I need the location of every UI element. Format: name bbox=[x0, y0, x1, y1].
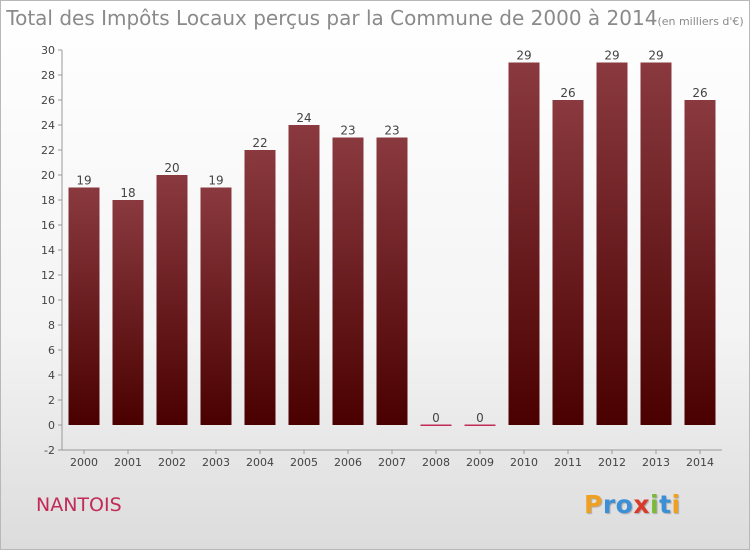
bar-value-label: 19 bbox=[208, 174, 223, 188]
x-tick-label: 2006 bbox=[334, 456, 362, 469]
bar bbox=[464, 424, 496, 426]
bar bbox=[640, 62, 672, 425]
y-tick-label: 18 bbox=[41, 194, 55, 207]
bar bbox=[552, 100, 584, 425]
bar-value-label: 19 bbox=[76, 174, 91, 188]
bar bbox=[112, 200, 144, 425]
bar bbox=[200, 187, 232, 425]
bar bbox=[244, 150, 276, 425]
bar-value-label: 26 bbox=[692, 86, 707, 100]
bar-value-label: 29 bbox=[648, 49, 663, 63]
bar bbox=[420, 424, 452, 426]
y-tick-label: 30 bbox=[41, 44, 55, 57]
bar bbox=[596, 62, 628, 425]
bar bbox=[332, 137, 364, 425]
y-tick-label: 6 bbox=[48, 344, 55, 357]
x-tick-label: 2009 bbox=[466, 456, 494, 469]
y-tick-label: 16 bbox=[41, 219, 55, 232]
y-tick-label: 20 bbox=[41, 169, 55, 182]
bar-value-label: 18 bbox=[120, 186, 135, 200]
bar bbox=[68, 187, 100, 425]
logo-letter: x bbox=[633, 490, 650, 519]
logo-letter: r bbox=[602, 490, 616, 519]
x-tick-label: 2005 bbox=[290, 456, 318, 469]
bar bbox=[156, 175, 188, 425]
y-tick-label: 10 bbox=[41, 294, 55, 307]
bar-value-label: 20 bbox=[164, 161, 179, 175]
bar bbox=[288, 125, 320, 425]
logo-letter: i bbox=[671, 490, 681, 519]
y-tick-label: 0 bbox=[48, 419, 55, 432]
y-tick-label: 24 bbox=[41, 119, 55, 132]
x-tick-label: 2014 bbox=[686, 456, 714, 469]
y-tick-label: 8 bbox=[48, 319, 55, 332]
bar-value-label: 29 bbox=[516, 49, 531, 63]
bar-value-label: 24 bbox=[296, 111, 311, 125]
x-tick-label: 2012 bbox=[598, 456, 626, 469]
x-tick-label: 2002 bbox=[158, 456, 186, 469]
commune-name: NANTOIS bbox=[36, 494, 122, 516]
logo-letter: o bbox=[615, 490, 634, 519]
chart-title: Total des Impôts Locaux perçus par la Co… bbox=[0, 6, 750, 30]
bar-value-label: 23 bbox=[384, 124, 399, 138]
proxiti-logo: Proxiti bbox=[584, 490, 681, 519]
x-tick-label: 2011 bbox=[554, 456, 582, 469]
bar bbox=[376, 137, 408, 425]
x-tick-label: 2000 bbox=[70, 456, 98, 469]
x-tick-label: 2007 bbox=[378, 456, 406, 469]
logo-letter: P bbox=[584, 490, 603, 519]
bar bbox=[684, 100, 716, 425]
y-tick-label: 26 bbox=[41, 94, 55, 107]
y-tick-label: -2 bbox=[44, 444, 55, 457]
y-tick-label: 4 bbox=[48, 369, 55, 382]
bar-value-label: 0 bbox=[476, 411, 484, 425]
x-tick-label: 2008 bbox=[422, 456, 450, 469]
x-tick-label: 2013 bbox=[642, 456, 670, 469]
logo-letter: t bbox=[659, 490, 672, 519]
bar-value-label: 29 bbox=[604, 49, 619, 63]
x-tick-label: 2003 bbox=[202, 456, 230, 469]
x-tick-label: 2010 bbox=[510, 456, 538, 469]
x-tick-label: 2001 bbox=[114, 456, 142, 469]
logo-letter: i bbox=[650, 490, 660, 519]
bar-value-label: 26 bbox=[560, 86, 575, 100]
chart-title-unit: (en milliers d'€) bbox=[657, 15, 744, 28]
y-tick-label: 2 bbox=[48, 394, 55, 407]
y-tick-label: 12 bbox=[41, 269, 55, 282]
x-tick-label: 2004 bbox=[246, 456, 274, 469]
y-tick-label: 22 bbox=[41, 144, 55, 157]
bar-value-label: 0 bbox=[432, 411, 440, 425]
bar-value-label: 22 bbox=[252, 136, 267, 150]
bar bbox=[508, 62, 540, 425]
chart-title-main: Total des Impôts Locaux perçus par la Co… bbox=[6, 6, 658, 30]
bar-value-label: 23 bbox=[340, 124, 355, 138]
y-tick-label: 28 bbox=[41, 69, 55, 82]
y-tick-label: 14 bbox=[41, 244, 55, 257]
